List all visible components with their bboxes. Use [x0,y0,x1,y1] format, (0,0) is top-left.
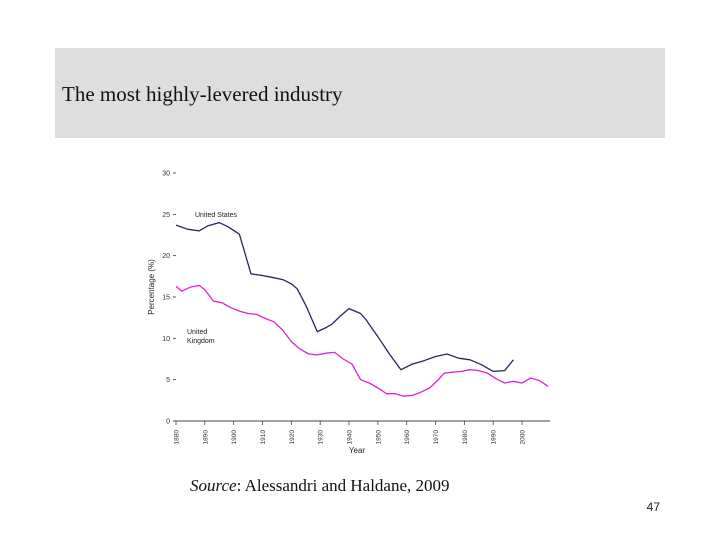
y-tick-label: 10 [162,336,170,343]
series-layer [175,221,549,397]
source-note: Source: Alessandri and Haldane, 2009 [190,476,450,496]
x-tick-label: 1990 [491,430,498,445]
x-tick-label: 1890 [202,430,209,445]
line-chart: 0 5 10 15 20 25 30 1880 1890 1900 1910 1920 1930 194… [147,171,550,455]
y-axis: 0 5 10 15 20 25 30 [162,171,176,426]
x-tick-label: 1960 [404,430,411,445]
source-text: : Alessandri and Haldane, 2009 [236,476,450,495]
annotation-layer: United States United Kingdom [187,212,238,345]
x-tick-label: 1950 [375,430,382,445]
title-band: The most highly-levered industry [55,48,665,138]
x-tick-label: 2000 [520,430,527,445]
x-tick-label: 1900 [231,430,238,445]
x-tick-label: 1940 [347,430,354,445]
series-line-united-states [175,221,514,373]
x-tick-label: 1910 [260,430,267,445]
x-tick-label: 1920 [289,430,296,445]
y-tick-label: 5 [166,377,170,384]
source-label: Source [190,476,237,495]
x-tick-label: 1880 [174,430,181,445]
x-tick-label: 1980 [462,430,469,445]
page-number: 47 [646,500,660,514]
y-tick-label: 25 [162,212,170,219]
x-tick-label: 1970 [433,430,440,445]
y-tick-label: 20 [162,253,170,260]
series-annotation: United Kingdom [187,329,215,345]
y-tick-label: 15 [162,295,170,302]
series-line-united-kingdom [175,284,549,397]
series-annotation: United States [195,212,238,219]
y-axis-label: Percentage (%) [147,259,156,315]
y-tick-label: 30 [162,171,170,178]
x-tick-label: 1930 [318,430,325,445]
x-axis: 1880 1890 1900 1910 1920 1930 1940 1950 1960 1970… [174,420,550,445]
x-axis-label: Year [349,446,366,455]
slide-title: The most highly-levered industry [62,82,343,106]
y-tick-label: 0 [166,419,170,426]
